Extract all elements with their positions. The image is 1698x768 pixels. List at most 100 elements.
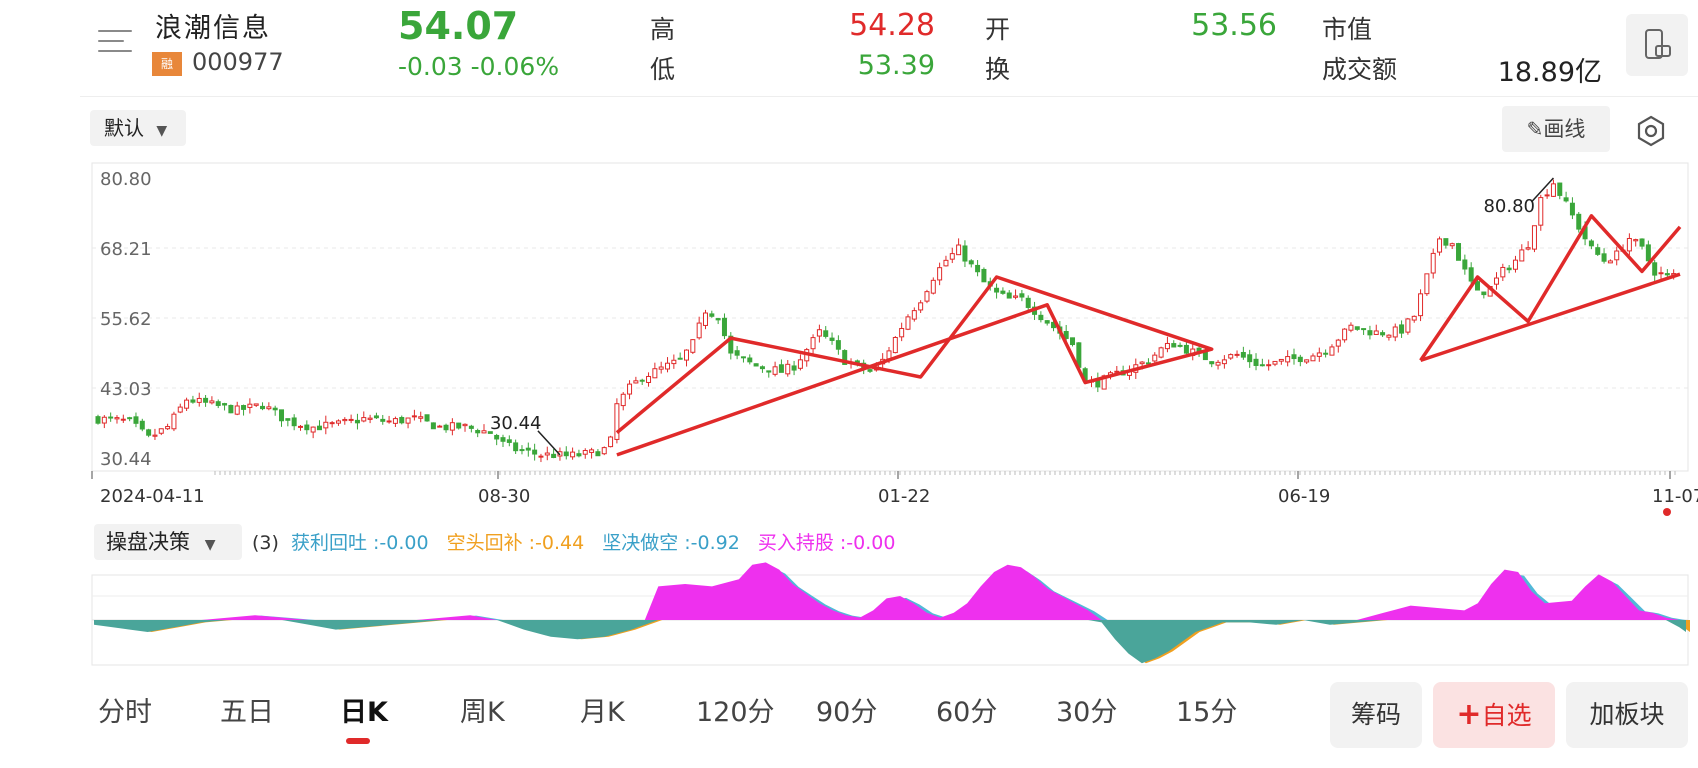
candle-body [1304,359,1310,363]
tab-90min[interactable]: 90分 [816,697,878,728]
candle-body [1139,361,1145,365]
candle-body [373,415,379,419]
candle-body [778,364,784,373]
candle-body [500,437,506,442]
candle-body [424,414,430,422]
candle-body [1500,266,1506,278]
candle-body [462,423,468,427]
candle-body [1607,260,1613,264]
candle-body [1601,253,1607,262]
candle-body [1310,355,1316,362]
tab-intraday[interactable]: 分时 [98,697,152,728]
candle-body [1595,247,1601,255]
tab-120min[interactable]: 120分 [696,697,775,728]
tab-30min[interactable]: 30分 [1056,697,1118,728]
candle-body [956,244,962,256]
candle-body [1114,370,1120,373]
candle-body [437,425,443,428]
candle-body [114,417,120,420]
candle-body [962,245,968,262]
y-tick-label: 55.62 [100,309,152,330]
candle-body [1569,202,1575,216]
candle-body [937,267,943,281]
candle-body [671,359,677,365]
candle-body [835,340,841,350]
candle-body [418,416,424,419]
candle-body [1538,197,1544,226]
add-block-button[interactable]: 加板块 [1566,682,1688,748]
kline-chart[interactable]: 80.80 68.21 55.62 43.03 30.44 2024-04-11 08-3… [0,0,1698,680]
candle-body [1639,238,1645,247]
candle-body [728,335,734,354]
candle-body [184,399,190,409]
tab-monthly-k[interactable]: 月K [580,697,625,728]
candle-body [1411,315,1417,321]
legend-short-sell: 坚决做空:-0.92 [602,532,740,554]
candle-body [1361,328,1367,331]
settings-icon[interactable] [1634,114,1668,148]
candle-body [759,366,765,370]
candle-body [1285,356,1291,363]
candle-body [797,359,803,369]
add-watchlist-button[interactable]: +自选 [1433,682,1555,748]
candle-body [582,450,588,455]
candle-body [1481,291,1487,296]
candle-body [279,409,285,422]
high-value: 54.28 [849,8,935,43]
draw-line-button[interactable]: ✎画线 [1502,106,1610,152]
candle-body [981,268,987,283]
latest-dot [1663,508,1671,516]
candle-body [494,434,500,440]
candle-body [968,260,974,265]
candle-body [367,417,373,420]
candle-body [570,451,576,458]
candle-body [1164,342,1170,350]
candle-body [1291,354,1297,360]
candle-body [690,339,696,353]
candle-body [1399,324,1405,334]
candle-body [633,380,639,384]
candle-body [513,442,519,452]
x-axis-minor-ticks [91,471,1676,479]
candle-body [696,322,702,339]
candle-body [1633,239,1639,242]
candle-body [1475,281,1481,291]
tab-weekly-k[interactable]: 周K [460,697,505,728]
tab-five-day[interactable]: 五日 [220,697,274,728]
candle-body [399,416,405,424]
candle-body [475,430,481,434]
pencil-icon: ✎ [1526,117,1544,141]
candle-body [975,264,981,273]
default-indicator-select[interactable]: 默认 ▼ [90,110,186,146]
candle-body [215,401,221,406]
landscape-button[interactable] [1626,14,1688,76]
indicator-select[interactable]: 操盘决策 ▼ [94,524,242,560]
candle-body [222,403,228,406]
candle-body [918,302,924,311]
current-price: 54.07 [398,4,519,48]
candle-body [1316,352,1322,357]
draw-line-label: 画线 [1543,117,1586,141]
candle-body [1228,354,1234,359]
candle-body [1531,225,1537,250]
candle-body [810,337,816,350]
amount-value: 18.89亿 [1497,57,1602,88]
high-annotation: 80.80 [1483,196,1535,217]
candle-body [405,417,411,424]
low-pointer [537,430,561,456]
x-tick-label: 08-30 [478,486,530,507]
candle-body [165,426,171,430]
price-annotations: 30.44 80.80 [490,177,1554,456]
candle-body [1373,330,1379,335]
legend-short-cover: 空头回补:-0.44 [446,532,585,554]
candle-body [538,455,544,458]
tab-60min[interactable]: 60分 [936,697,998,728]
candle-body [203,397,209,403]
chip-distribution-button[interactable]: 筹码 [1330,682,1422,748]
tab-15min[interactable]: 15分 [1176,697,1238,728]
tab-daily-k[interactable]: 日K [340,697,388,728]
candle-body [392,418,398,424]
candle-body [1342,328,1348,341]
menu-icon[interactable] [98,28,134,54]
candle-body [1367,330,1373,336]
